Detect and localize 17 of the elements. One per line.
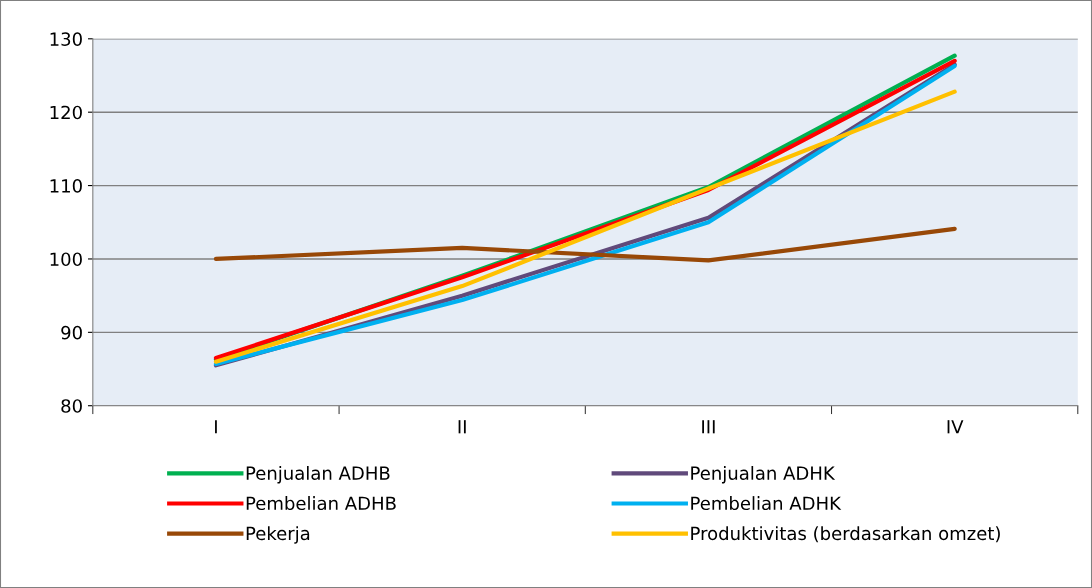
legend-label: Penjualan ADHK <box>691 466 836 484</box>
x-tick-label: II <box>458 420 466 434</box>
x-tick-label: I <box>215 420 217 434</box>
y-tick-label: 100 <box>50 252 82 267</box>
y-tick-label: 80 <box>61 399 82 413</box>
x-tick-label: IV <box>947 420 964 434</box>
legend-label: Pembelian ADHB <box>246 496 396 511</box>
y-tick-label: 120 <box>50 105 82 120</box>
y-tick-label: 130 <box>50 32 82 46</box>
legend-label: Produktivitas (berdasarkan omzet) <box>691 526 1000 543</box>
y-tick-label: 90 <box>61 325 82 340</box>
line-series <box>213 226 957 263</box>
y-tick-label: 110 <box>50 179 82 193</box>
legend-label: Pembelian ADHK <box>691 496 842 511</box>
legend-label: Pekerja <box>246 526 310 544</box>
legend-label: Penjualan ADHB <box>246 466 390 484</box>
x-tick-label: III <box>702 420 715 434</box>
